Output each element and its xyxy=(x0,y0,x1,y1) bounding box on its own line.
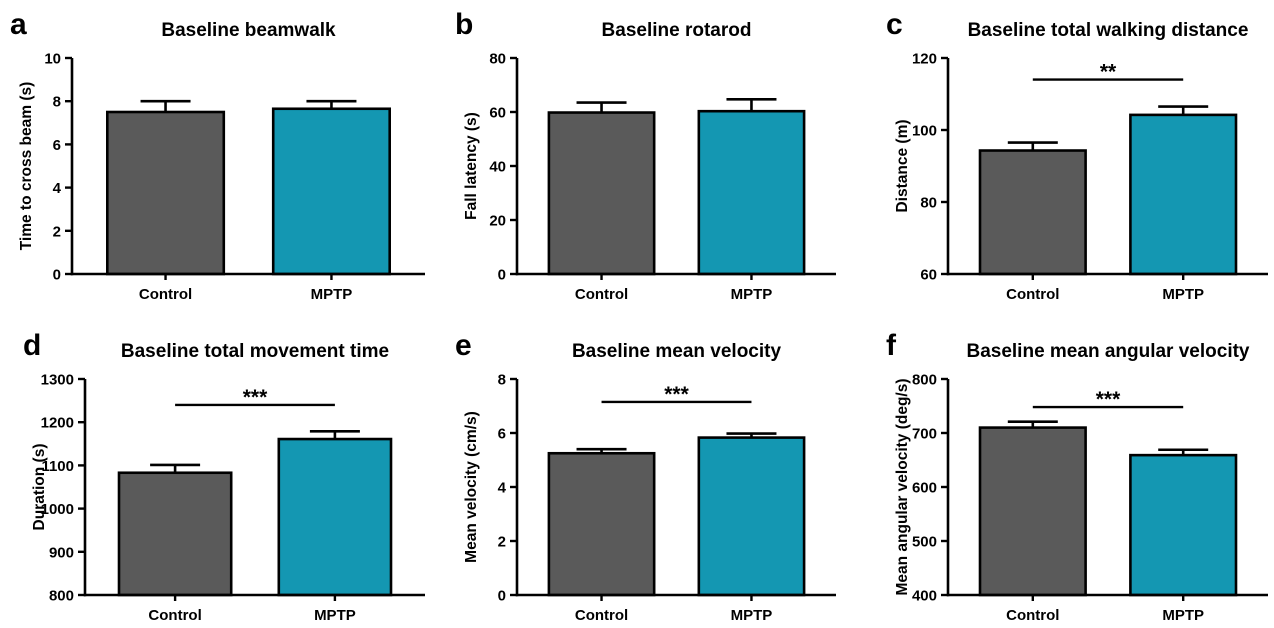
y-tick-label: 120 xyxy=(912,51,937,68)
y-tick-label: 600 xyxy=(912,480,937,497)
panel-letter: e xyxy=(455,329,472,362)
y-tick-label: 4 xyxy=(53,180,62,197)
y-tick-label: 60 xyxy=(489,105,506,122)
y-tick-label: 500 xyxy=(912,534,937,551)
x-tick-label: Control xyxy=(148,607,201,623)
y-tick-label: 8 xyxy=(498,372,506,389)
y-axis-label: Time to cross beam (s) xyxy=(18,82,35,251)
y-tick-label: 100 xyxy=(912,123,937,140)
bar-mptp xyxy=(697,436,806,597)
bar-control xyxy=(978,149,1087,276)
x-tick-label: Control xyxy=(575,607,628,623)
y-axis-label: Duration (s) xyxy=(31,444,48,531)
bar-mptp xyxy=(697,109,806,276)
y-tick-label: 2 xyxy=(53,223,61,240)
x-tick-label: MPTP xyxy=(1162,607,1204,623)
bar-control xyxy=(978,426,1087,597)
chart-title: Baseline total movement time xyxy=(121,341,389,362)
y-tick-label: 6 xyxy=(498,426,506,443)
y-tick-label: 40 xyxy=(489,159,506,176)
y-tick-label: 1000 xyxy=(41,501,74,518)
y-tick-label: 0 xyxy=(498,267,506,284)
panel-letter: a xyxy=(10,8,27,41)
y-tick-label: 8 xyxy=(53,94,61,111)
chart-panel-f: f Baseline mean angular velocity Mean angu… xyxy=(886,329,1268,624)
y-tick-label: 10 xyxy=(44,51,61,68)
bar-control xyxy=(547,111,656,276)
x-tick-label: Control xyxy=(139,286,192,303)
bar-mptp xyxy=(1129,453,1238,597)
bar-mptp xyxy=(277,437,393,597)
y-tick-label: 80 xyxy=(489,51,506,68)
y-tick-label: 0 xyxy=(53,267,61,284)
significance-label: *** xyxy=(664,383,689,406)
y-tick-label: 1100 xyxy=(41,458,74,475)
x-tick-label: Control xyxy=(1006,286,1059,303)
bar-mptp xyxy=(271,107,391,276)
chart-title: Baseline rotarod xyxy=(602,20,752,41)
y-tick-label: 2 xyxy=(498,534,506,551)
y-tick-label: 400 xyxy=(912,588,937,605)
y-tick-label: 800 xyxy=(49,588,74,605)
y-axis-label: Mean velocity (cm/s) xyxy=(463,411,480,563)
y-tick-label: 6 xyxy=(53,137,61,154)
significance-label: *** xyxy=(1096,388,1121,411)
chart-panel-e: e Baseline mean velocity Mean velocity (cm… xyxy=(455,329,836,624)
significance-label: *** xyxy=(243,386,268,409)
y-tick-label: 1300 xyxy=(41,372,74,389)
x-tick-label: Control xyxy=(575,286,628,303)
chart-panel-c: c Baseline total walking distance Distance… xyxy=(886,8,1268,303)
y-axis-label: Mean angular velocity (deg/s) xyxy=(894,378,911,595)
chart-panel-a: a Baseline beamwalk Time to cross beam (s)… xyxy=(10,8,425,303)
x-tick-label: Control xyxy=(1006,607,1059,623)
y-axis-label: Distance (m) xyxy=(894,119,911,212)
x-tick-label: MPTP xyxy=(731,286,773,303)
y-tick-label: 800 xyxy=(912,372,937,389)
bar-control xyxy=(547,451,656,597)
x-tick-label: MPTP xyxy=(311,286,353,303)
y-tick-label: 0 xyxy=(498,588,506,605)
chart-title: Baseline mean angular velocity xyxy=(966,341,1249,362)
bar-control xyxy=(117,471,233,597)
chart-panel-b: b Baseline rotarod Fall latency (s) Control… xyxy=(455,8,836,303)
y-tick-label: 60 xyxy=(920,267,937,284)
y-tick-label: 20 xyxy=(489,213,506,230)
panel-letter: c xyxy=(886,8,903,41)
panel-letter: d xyxy=(23,329,41,362)
significance-label: ** xyxy=(1100,61,1117,84)
panel-letter: b xyxy=(455,8,473,41)
bar-mptp xyxy=(1129,113,1238,276)
y-tick-label: 80 xyxy=(920,195,937,212)
chart-title: Baseline mean velocity xyxy=(572,341,782,362)
chart-panel-d: d Baseline total movement time Duration (s… xyxy=(23,329,425,624)
y-tick-label: 900 xyxy=(49,544,74,561)
chart-title: Baseline beamwalk xyxy=(161,20,336,41)
x-tick-label: MPTP xyxy=(1162,286,1204,303)
panel-letter: f xyxy=(886,329,897,362)
bar-control xyxy=(106,110,226,276)
y-tick-label: 1200 xyxy=(41,415,74,432)
y-tick-label: 4 xyxy=(498,480,507,497)
chart-title: Baseline total walking distance xyxy=(968,20,1249,41)
y-axis-label: Fall latency (s) xyxy=(463,112,480,220)
x-tick-label: MPTP xyxy=(731,607,773,623)
y-tick-label: 700 xyxy=(912,426,937,443)
x-tick-label: MPTP xyxy=(314,607,356,623)
